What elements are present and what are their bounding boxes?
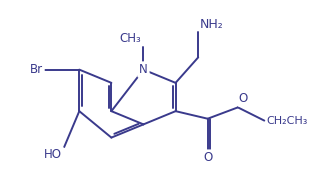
Text: O: O (203, 151, 212, 164)
Text: O: O (239, 93, 248, 106)
Text: HO: HO (44, 148, 62, 161)
Text: NH₂: NH₂ (200, 18, 224, 31)
Text: N: N (139, 63, 148, 76)
Text: CH₃: CH₃ (119, 32, 141, 45)
Text: Br: Br (30, 63, 43, 76)
Text: CH₂CH₃: CH₂CH₃ (266, 116, 308, 126)
